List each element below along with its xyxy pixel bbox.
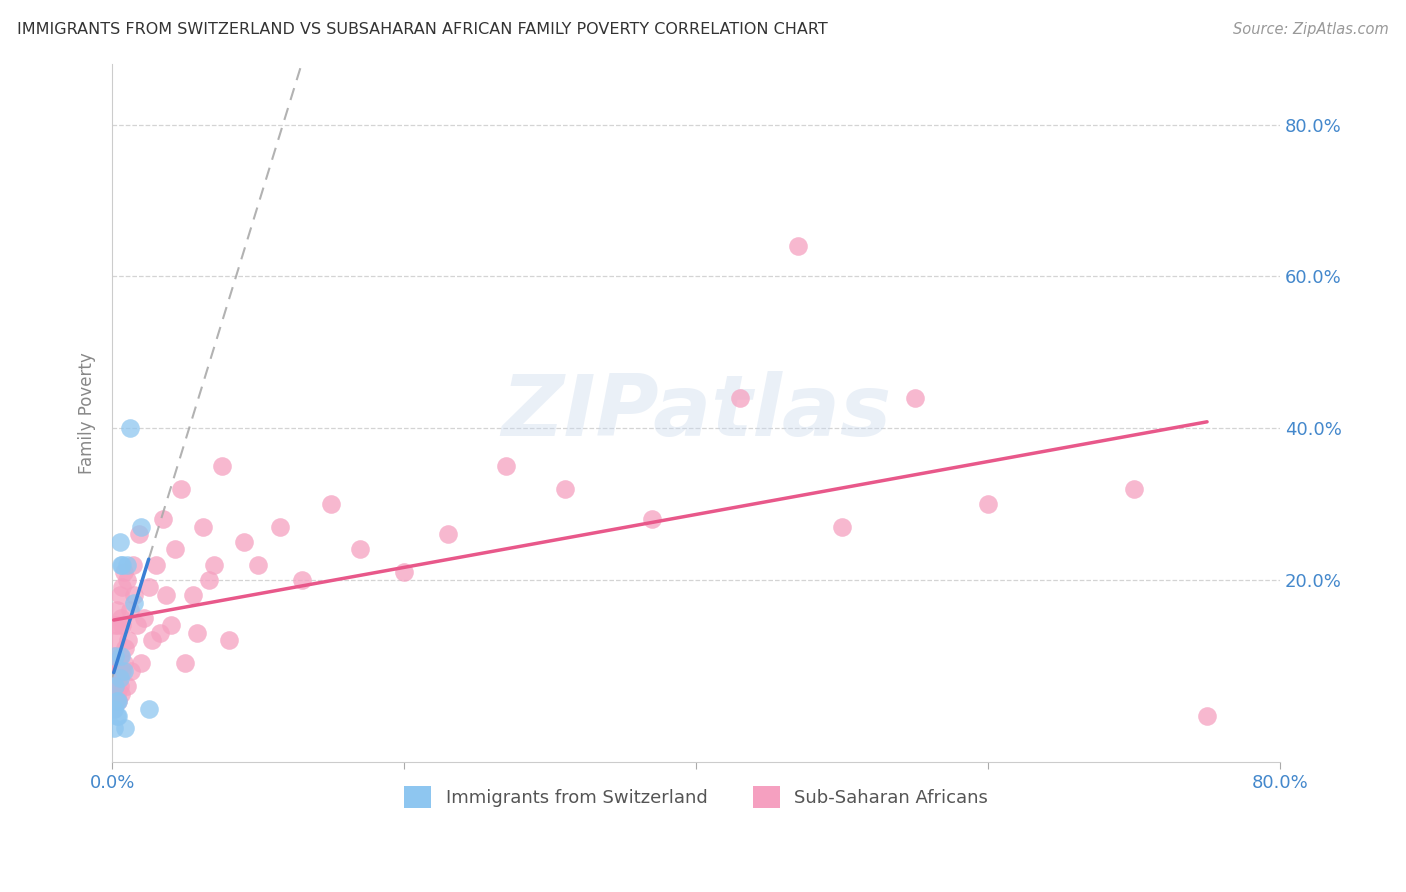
Point (104, 648, 127, 663)
Point (103, 701, 125, 715)
Point (204, 558, 226, 572)
Point (105, 664, 128, 678)
Point (104, 671, 127, 685)
Point (392, 565, 415, 579)
Point (269, 519, 291, 533)
Point (114, 640, 136, 655)
Point (155, 588, 177, 602)
Point (121, 558, 143, 572)
Text: IMMIGRANTS FROM SWITZERLAND VS SUBSAHARAN AFRICAN FAMILY POVERTY CORRELATION CHA: IMMIGRANTS FROM SWITZERLAND VS SUBSAHARA… (17, 22, 828, 37)
Point (108, 679, 131, 693)
Point (108, 671, 131, 685)
Point (108, 534, 131, 549)
Point (787, 239, 810, 253)
Point (141, 633, 163, 648)
Point (105, 633, 128, 648)
Point (191, 519, 214, 533)
Point (111, 664, 134, 678)
Point (138, 580, 160, 594)
Point (120, 664, 142, 678)
Point (104, 679, 127, 693)
Point (110, 610, 132, 624)
Point (232, 534, 254, 549)
Point (115, 573, 138, 587)
Point (145, 558, 167, 572)
Point (111, 618, 134, 632)
Point (112, 656, 135, 670)
Point (977, 497, 1000, 511)
Point (170, 482, 193, 496)
Point (107, 709, 129, 723)
Point (118, 603, 141, 617)
Point (114, 721, 136, 735)
Point (110, 648, 132, 663)
Point (904, 391, 927, 405)
Point (495, 458, 517, 473)
Point (174, 656, 197, 670)
Point (122, 588, 145, 602)
Text: Source: ZipAtlas.com: Source: ZipAtlas.com (1233, 22, 1389, 37)
Point (349, 542, 371, 557)
Point (107, 694, 129, 708)
Point (159, 618, 181, 632)
Point (104, 648, 127, 663)
Point (163, 542, 186, 557)
Point (115, 558, 138, 572)
Point (112, 664, 135, 678)
Point (103, 721, 125, 735)
Point (641, 512, 664, 526)
Point (108, 588, 131, 602)
Point (103, 679, 125, 693)
Point (107, 664, 129, 678)
Text: ZIPatlas: ZIPatlas (501, 371, 891, 454)
Point (118, 421, 141, 435)
Point (1123, 482, 1146, 496)
Point (437, 527, 460, 541)
Point (105, 694, 128, 708)
Point (1197, 709, 1219, 723)
Point (181, 588, 204, 602)
Point (831, 519, 853, 533)
Point (104, 618, 127, 632)
Point (218, 633, 240, 648)
Point (131, 519, 153, 533)
Y-axis label: Family Poverty: Family Poverty (79, 352, 96, 474)
Point (197, 573, 219, 587)
Point (104, 694, 127, 708)
Point (108, 648, 131, 663)
Point (125, 618, 148, 632)
Point (321, 497, 343, 511)
Point (149, 625, 172, 640)
Point (105, 603, 128, 617)
Point (105, 686, 128, 700)
Point (105, 709, 128, 723)
Point (117, 633, 139, 648)
Point (131, 656, 153, 670)
Point (111, 580, 134, 594)
Point (128, 527, 150, 541)
Point (122, 595, 145, 609)
Point (110, 686, 132, 700)
Point (103, 701, 125, 715)
Point (186, 625, 208, 640)
Point (554, 482, 576, 496)
Point (247, 558, 270, 572)
Point (110, 558, 132, 572)
Legend: Immigrants from Switzerland, Sub-Saharan Africans: Immigrants from Switzerland, Sub-Saharan… (396, 779, 995, 815)
Point (115, 679, 138, 693)
Point (211, 458, 233, 473)
Point (107, 694, 129, 708)
Point (112, 565, 135, 579)
Point (111, 558, 134, 572)
Point (103, 656, 125, 670)
Point (138, 701, 160, 715)
Point (152, 512, 174, 526)
Point (291, 573, 314, 587)
Point (728, 391, 751, 405)
Point (107, 618, 129, 632)
Point (134, 610, 156, 624)
